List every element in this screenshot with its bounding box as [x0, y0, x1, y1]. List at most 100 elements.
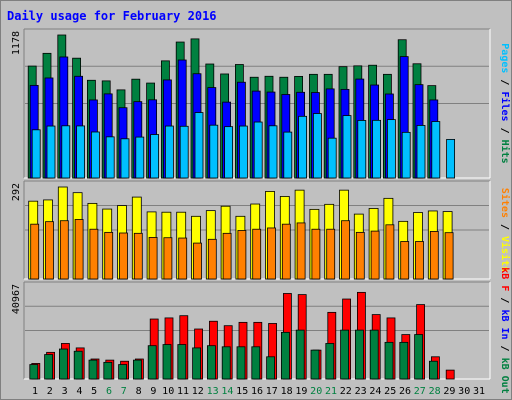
bar-pages-day-26: [401, 131, 411, 179]
legend-entry: /: [499, 218, 510, 236]
bar-kb-out-day-18: [280, 331, 290, 380]
x-tick-label-day-29: 29: [443, 386, 455, 397]
bar-pages-day-16: [253, 121, 263, 179]
bar-pages-day-11: [179, 125, 189, 179]
legend-entry: Pages: [499, 43, 510, 73]
bar-sites-day-3: [59, 220, 69, 280]
bar-kb-out-day-2: [44, 354, 53, 380]
bar-pages-day-10: [164, 125, 174, 179]
panel-legend: Sites / Visits: [499, 188, 511, 272]
legend-entry: kB In: [499, 309, 510, 339]
bar-pages-day-2: [46, 125, 56, 179]
legend-entry: Files: [499, 91, 511, 121]
bar-kb-out-day-27: [414, 334, 424, 380]
x-tick-label-day-24: 24: [369, 386, 381, 397]
panel-visits-sites: 292 Sites / Visits: [11, 180, 511, 280]
bar-kb-out-day-8: [132, 359, 142, 380]
y-max-label: 1178: [11, 31, 22, 55]
legend-entry: Sites: [499, 188, 511, 218]
x-tick-label-day-8: 8: [136, 386, 142, 397]
bar-kb-out-day-17: [266, 356, 276, 380]
legend-entry: /: [499, 122, 510, 140]
bar-kb-out-day-10: [162, 344, 172, 380]
legend-entry: Hits: [499, 140, 511, 164]
bar-kb-out-day-5: [88, 359, 98, 380]
bar-kb-out-day-28: [428, 360, 438, 380]
x-tick-label-day-22: 22: [340, 386, 352, 397]
x-tick-label-day-7: 7: [121, 386, 127, 397]
x-tick-label-day-13: 13: [207, 386, 219, 397]
y-max-label: 40967: [11, 284, 22, 314]
bar-kb-out-day-26: [399, 341, 409, 380]
series-sites: [30, 219, 454, 280]
legend-entry: Visits: [499, 236, 511, 272]
bar-pages-day-6: [105, 136, 115, 179]
bar-pages-day-3: [61, 125, 71, 179]
bar-sites-day-17: [267, 227, 276, 280]
bar-sites-day-1: [30, 223, 40, 280]
bar-pages-day-7: [120, 138, 130, 179]
x-tick-label-day-23: 23: [355, 386, 367, 397]
x-tick-label-day-20: 20: [310, 386, 322, 397]
bar-sites-day-6: [104, 231, 114, 280]
x-tick-label-day-12: 12: [192, 386, 204, 397]
bar-sites-day-12: [193, 242, 202, 280]
bar-sites-day-19: [296, 222, 306, 280]
x-tick-label-day-10: 10: [162, 386, 174, 397]
x-tick-label-day-9: 9: [150, 386, 156, 397]
x-tick-label-day-11: 11: [177, 386, 189, 397]
bar-pages-day-14: [224, 126, 234, 179]
bar-kb-out-day-24: [369, 329, 379, 380]
panel-kb: 40967 kB F / kB In / kB Out: [11, 267, 510, 393]
x-tick-label-day-21: 21: [325, 386, 337, 397]
bar-pages-day-4: [76, 125, 85, 179]
bar-pages-day-21: [327, 137, 337, 179]
legend-entry: /: [499, 340, 510, 358]
bar-sites-day-2: [45, 221, 54, 280]
bar-kb-out-day-25: [384, 341, 394, 380]
x-axis-labels: 1 2 3 4 5 6 7 8 9 10 11 12 13 14 15 16 17 18 19 20 21 22 23 24 2…: [32, 386, 485, 397]
bar-kb-out-day-13: [206, 345, 216, 380]
bar-pages-day-1: [31, 129, 41, 179]
x-tick-label-day-26: 26: [399, 386, 411, 397]
x-tick-label-day-19: 19: [295, 386, 307, 397]
series-pages: [31, 112, 456, 179]
bar-sites-day-10: [163, 237, 173, 280]
bar-pages-day-28: [431, 121, 441, 179]
legend-entry: kB Out: [499, 358, 510, 394]
x-tick-label-day-30: 30: [458, 386, 470, 397]
bar-sites-day-25: [385, 224, 395, 280]
bar-kb-out-day-7: [118, 364, 127, 380]
bar-pages-day-24: [372, 119, 382, 179]
bar-sites-day-29: [444, 232, 454, 280]
bar-kb-out-day-4: [73, 350, 83, 380]
x-tick-label-day-28: 28: [429, 386, 441, 397]
x-tick-label-day-25: 25: [384, 386, 396, 397]
bar-pages-day-15: [238, 125, 248, 179]
bar-pages-day-27: [416, 125, 426, 179]
x-tick-label-day-31: 31: [473, 386, 485, 397]
bar-kb-out-day-16: [251, 346, 261, 380]
bar-kb-out-day-11: [177, 344, 187, 380]
bar-kb-out-day-12: [192, 347, 202, 380]
bar-kb-out-day-19: [295, 329, 305, 380]
bar-sites-day-9: [148, 237, 158, 280]
bar-sites-day-5: [89, 228, 99, 280]
bar-pages-day-17: [268, 125, 278, 179]
bar-sites-day-7: [119, 232, 128, 280]
bar-sites-day-26: [400, 241, 410, 280]
x-tick-label-day-6: 6: [106, 386, 112, 397]
legend-entry: /: [499, 291, 510, 309]
bar-pages-day-22: [342, 115, 352, 179]
bar-sites-day-14: [222, 232, 232, 280]
x-tick-label-day-17: 17: [266, 386, 278, 397]
x-tick-label-day-1: 1: [32, 386, 38, 397]
legend-entry: kB F: [499, 267, 510, 291]
panel-hits-files-pages: 1178 Pages / Files / Hits: [11, 28, 511, 179]
bar-kb-out-day-9: [147, 345, 157, 380]
x-tick-label-day-15: 15: [236, 386, 248, 397]
x-tick-label-day-18: 18: [281, 386, 293, 397]
bar-sites-day-11: [178, 237, 188, 280]
bar-kb-out-day-20: [310, 349, 320, 380]
